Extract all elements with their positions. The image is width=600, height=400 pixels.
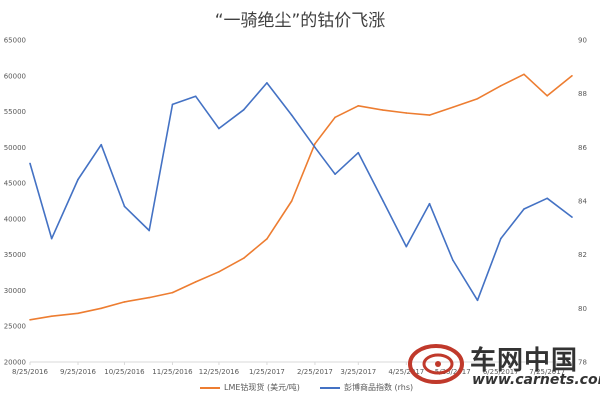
lme-cobalt-point [314, 142, 316, 145]
watermark-url: www.carnets.com [472, 372, 600, 388]
bloomberg-index-point [428, 202, 431, 205]
y-left-tick-label: 20000 [4, 359, 26, 367]
y-left-tick-label: 55000 [4, 108, 26, 116]
watermark-name: 车网中国 [470, 346, 579, 376]
x-tick-label: 2/25/2017 [297, 368, 333, 376]
bloomberg-index-point [499, 237, 502, 240]
x-tick-label: 4/25/2017 [388, 368, 424, 376]
y-right-tick-label: 90 [578, 37, 587, 45]
x-tick-label: 9/25/2016 [60, 368, 96, 376]
chart-title: “一骑绝尘”的钴价飞涨 [214, 11, 386, 31]
y-left-tick-label: 35000 [4, 251, 26, 259]
y-left-tick-label: 45000 [4, 180, 26, 188]
legend-swatch-blue [320, 386, 340, 389]
lme-cobalt-point [290, 200, 293, 202]
y-right-tick-label: 78 [578, 359, 587, 367]
bloomberg-index-point [171, 103, 174, 106]
bloomberg-index-point [314, 146, 316, 149]
x-tick-label: 11/25/2016 [152, 368, 193, 376]
bloomberg-index-point [405, 245, 408, 248]
lme-cobalt-point [476, 97, 479, 100]
legend-label: 彭博商品指数 (rhs) [344, 383, 414, 392]
x-tick-label: 8/25/2016 [12, 368, 48, 376]
bloomberg-index-point [523, 208, 525, 210]
bloomberg-index-point [266, 82, 268, 84]
lme-cobalt-point [148, 296, 151, 299]
series-line-bloomberg-index [29, 82, 573, 302]
lme-cobalt-point [171, 291, 174, 294]
x-tick-label: 5/25/2017 [435, 368, 471, 376]
lme-cobalt-point [100, 307, 103, 310]
y-left-tick-label: 40000 [4, 215, 26, 223]
lme-cobalt-point [571, 74, 573, 77]
lme-cobalt-point [123, 301, 126, 303]
watermark-logo: 车网中国 www.carnets.com [408, 338, 600, 396]
bloomberg-index-point [382, 200, 384, 202]
bloomberg-index-point [451, 259, 454, 261]
bloomberg-index-point [476, 299, 479, 302]
x-tick-label: 10/25/2016 [104, 368, 145, 376]
lme-cobalt-point [546, 95, 549, 97]
bloomberg-index-point [123, 205, 126, 208]
series-line-lme-cobalt [29, 73, 573, 321]
y-right-tick-label: 88 [578, 90, 587, 98]
legend-label: LME钴现货 (美元/吨) [224, 383, 300, 392]
lme-cobalt-point [523, 73, 525, 76]
y-right-tick-label: 86 [578, 144, 587, 152]
legend-item-lme-cobalt: LME钴现货 (美元/吨) [200, 382, 300, 393]
lme-cobalt-point [357, 105, 360, 107]
lme-cobalt-point [499, 84, 502, 87]
y-left-tick-label: 25000 [4, 323, 26, 331]
x-tick-label: 3/25/2017 [340, 368, 376, 376]
bloomberg-index-point [100, 143, 103, 146]
bloomberg-index-point [148, 229, 151, 232]
x-tick-label: 1/25/2017 [249, 368, 285, 376]
legend-swatch-orange [200, 386, 220, 389]
bloomberg-index-point [334, 173, 336, 175]
x-tick-label: 12/25/2016 [199, 368, 240, 376]
series-layer [29, 73, 573, 321]
bloomberg-index-point [77, 178, 79, 181]
lme-cobalt-point [50, 315, 53, 318]
bloomberg-index-point [194, 95, 197, 98]
bloomberg-index-point [357, 151, 360, 154]
bloomberg-index-point [546, 197, 549, 200]
y-left-tick-label: 60000 [4, 72, 26, 80]
lme-cobalt-point [382, 109, 384, 111]
bloomberg-index-point [242, 108, 245, 111]
lme-cobalt-point [29, 318, 31, 321]
y-left-tick-label: 30000 [4, 287, 26, 295]
y-right-tick-label: 82 [578, 251, 587, 259]
legend-item-bloomberg-index: 彭博商品指数 (rhs) [320, 382, 413, 393]
x-tick-label: 6/25/2017 [483, 368, 519, 376]
bloomberg-index-point [290, 114, 293, 116]
watermark-emblem-icon [408, 344, 464, 384]
lme-cobalt-point [405, 112, 408, 114]
lme-cobalt-point [266, 238, 268, 240]
bloomberg-index-point [50, 237, 53, 240]
lme-cobalt-point [451, 106, 454, 109]
bloomberg-index-point [29, 162, 31, 165]
bloomberg-index-point [571, 216, 573, 218]
lme-cobalt-point [334, 116, 336, 119]
x-tick-label: 7/25/2017 [529, 368, 565, 376]
y-left-tick-label: 50000 [4, 144, 26, 152]
y-left-tick-label: 65000 [4, 37, 26, 45]
lme-cobalt-point [77, 312, 79, 315]
lme-cobalt-point [194, 281, 197, 283]
lme-cobalt-point [428, 114, 431, 116]
lme-cobalt-point [218, 271, 220, 273]
chart-axes: 20000 25000 30000 35000 40000 45000 50000 55000… [4, 37, 588, 377]
bloomberg-index-point [218, 127, 220, 130]
chart-legend: LME钴现货 (美元/吨) 彭博商品指数 (rhs) [0, 380, 600, 396]
lme-cobalt-point [242, 257, 245, 260]
y-right-tick-label: 80 [578, 305, 587, 313]
y-right-tick-label: 84 [578, 198, 587, 206]
